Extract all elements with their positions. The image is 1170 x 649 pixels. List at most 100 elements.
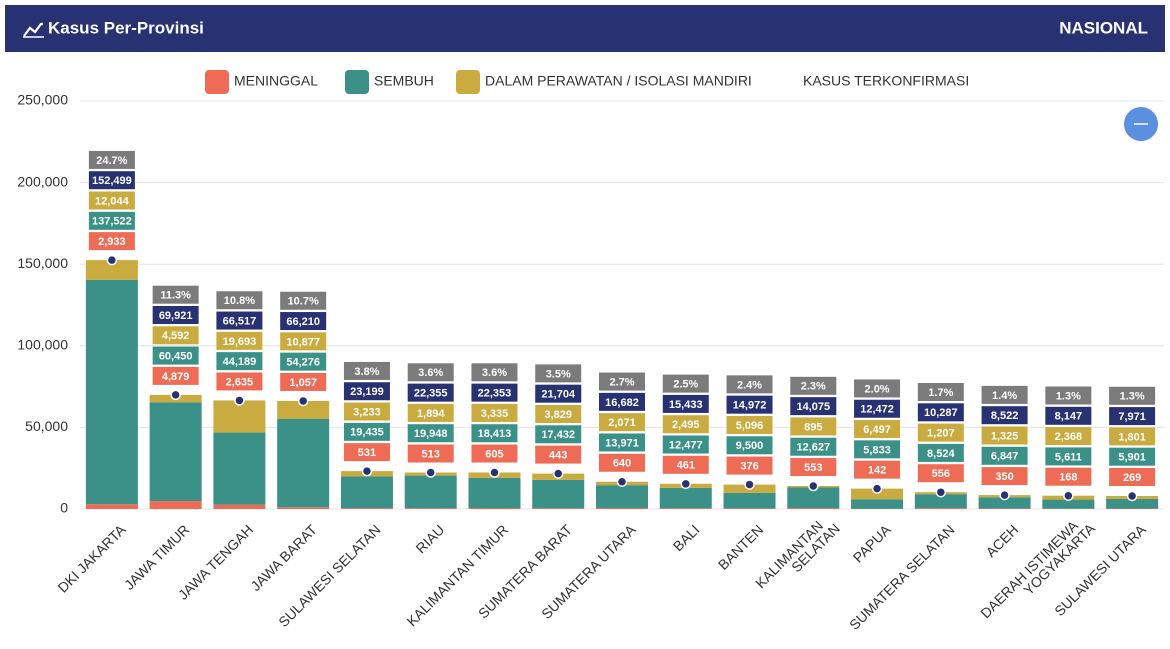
data-label: 22,353 — [478, 388, 512, 400]
confirmed-point — [809, 482, 818, 491]
data-label: 9,500 — [736, 440, 764, 452]
data-label: 513 — [422, 448, 440, 460]
legend-swatch[interactable] — [205, 70, 229, 94]
data-label: 5,833 — [863, 444, 891, 456]
data-label: 10,287 — [924, 407, 958, 419]
data-label: 142 — [868, 465, 886, 477]
data-label: 1,325 — [991, 430, 1019, 442]
data-label: 1,057 — [289, 377, 317, 389]
bar-segment — [213, 433, 265, 505]
data-label: 14,075 — [796, 401, 830, 413]
data-label: 24.7% — [96, 155, 127, 167]
data-label: 2.4% — [737, 379, 762, 391]
data-label: 531 — [358, 447, 376, 459]
bar-segment — [596, 508, 648, 509]
x-tick-label: BALI — [670, 521, 703, 554]
data-label: 1,207 — [927, 428, 955, 440]
data-label: 2,933 — [98, 236, 126, 248]
bar-segment — [596, 485, 648, 508]
data-label: 3.5% — [546, 368, 571, 380]
data-label: 8,522 — [991, 410, 1019, 422]
y-tick-label: 150,000 — [17, 255, 68, 271]
confirmed-point — [1128, 491, 1137, 500]
bar-segment — [405, 508, 457, 509]
data-label: 12,044 — [95, 195, 130, 207]
y-tick-label: 200,000 — [17, 173, 68, 189]
bar-segment — [277, 419, 329, 508]
data-label: 1,801 — [1118, 431, 1146, 443]
data-label: 1.7% — [928, 387, 953, 399]
confirmed-point — [107, 256, 116, 265]
data-label: 13,971 — [605, 437, 639, 449]
legend-label[interactable]: DALAM PERAWATAN / ISOLASI MANDIRI — [485, 73, 752, 89]
data-label: 1,894 — [417, 408, 445, 420]
confirmed-point — [936, 488, 945, 497]
legend-label[interactable]: SEMBUH — [374, 73, 434, 89]
y-tick-label: 250,000 — [17, 92, 68, 108]
data-label: 60,450 — [159, 350, 193, 362]
bar-segment — [660, 508, 712, 509]
header-scope[interactable]: NASIONAL — [1059, 18, 1148, 37]
data-label: 895 — [804, 421, 822, 433]
data-label: 3.6% — [418, 367, 443, 379]
bar-segment — [851, 499, 903, 509]
data-label: 269 — [1123, 472, 1141, 484]
data-label: 10.8% — [224, 295, 255, 307]
data-label: 23,199 — [350, 386, 384, 398]
confirmed-point — [618, 477, 627, 486]
x-tick-label: DKI JAKARTA — [54, 521, 129, 596]
data-label: 461 — [677, 460, 695, 472]
x-tick-label: JAWA TIMUR — [121, 521, 192, 592]
data-label: 12,472 — [860, 404, 894, 416]
x-tick-label: RIAU — [412, 521, 447, 556]
data-label: 443 — [549, 449, 567, 461]
data-label: 2.3% — [801, 381, 826, 393]
data-label: 640 — [613, 458, 631, 470]
data-label: 137,522 — [92, 216, 132, 228]
data-label: 22,355 — [414, 388, 448, 400]
data-label: 44,189 — [223, 356, 257, 368]
bar-segment — [405, 476, 457, 509]
bar-segment — [150, 501, 202, 509]
x-tick-label: BANTEN — [715, 521, 766, 572]
bar-segment — [532, 508, 584, 509]
legend-swatch[interactable] — [345, 70, 369, 94]
bar-segment — [341, 476, 393, 508]
data-label: 2,071 — [608, 417, 636, 429]
data-label: 19,435 — [350, 427, 384, 439]
data-label: 553 — [804, 462, 822, 474]
data-label: 350 — [995, 471, 1013, 483]
data-label: 15,433 — [669, 399, 703, 411]
confirmed-point — [1000, 491, 1009, 500]
confirmed-point — [681, 479, 690, 488]
data-label: 12,477 — [669, 439, 703, 451]
data-label: 3.8% — [354, 366, 379, 378]
data-label: 2,495 — [672, 419, 700, 431]
legend-swatch[interactable] — [456, 70, 480, 94]
legend-label[interactable]: KASUS TERKONFIRMASI — [803, 73, 969, 89]
confirmed-point — [490, 468, 499, 477]
data-label: 12,627 — [796, 442, 830, 454]
bar-segment — [341, 508, 393, 509]
bar-segment — [86, 280, 138, 504]
data-label: 4,879 — [162, 371, 190, 383]
data-label: 54,276 — [286, 357, 320, 369]
bar-segment — [787, 508, 839, 509]
data-label: 69,921 — [159, 310, 193, 322]
x-tick-label: DAERAH ISTIMEWAYOGYAKARTA — [977, 510, 1098, 631]
data-label: 5,901 — [1118, 452, 1146, 464]
bar-segment — [724, 508, 776, 509]
data-label: 66,517 — [223, 315, 257, 327]
data-label: 4,592 — [162, 330, 190, 342]
bar-segment — [277, 507, 329, 509]
confirmed-point — [362, 467, 371, 476]
legend-label[interactable]: MENINGGAL — [234, 73, 318, 89]
data-label: 3.6% — [482, 367, 507, 379]
data-label: 19,693 — [223, 336, 257, 348]
data-label: 17,432 — [541, 429, 575, 441]
x-tick-label: PAPUA — [850, 521, 895, 566]
data-label: 6,847 — [991, 451, 1019, 463]
data-label: 3,829 — [544, 409, 572, 421]
data-label: 7,971 — [1118, 411, 1146, 423]
